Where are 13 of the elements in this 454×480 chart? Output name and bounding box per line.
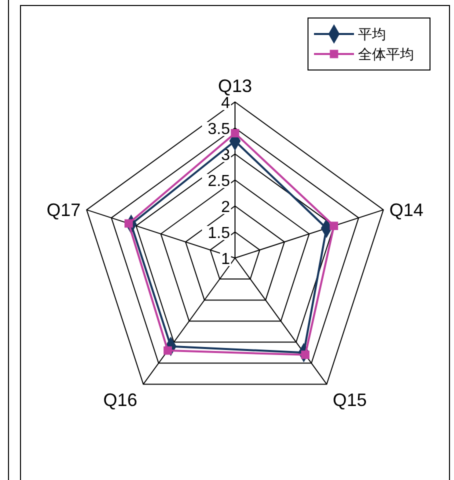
spoke-label: Q15 bbox=[332, 390, 367, 410]
y-tick-label: 1.5 bbox=[208, 225, 230, 242]
y-tick-label: 1 bbox=[221, 251, 230, 268]
y-tick-label: 2.5 bbox=[208, 173, 230, 190]
y-tick-label: 3.5 bbox=[208, 121, 230, 138]
y-tick-label: 4 bbox=[221, 95, 230, 112]
spoke-label: Q17 bbox=[46, 200, 81, 220]
legend-label: 平均 bbox=[358, 26, 386, 42]
spoke-label: Q14 bbox=[389, 200, 424, 220]
y-tick-label: 2 bbox=[221, 199, 230, 216]
spoke-label: Q16 bbox=[103, 390, 138, 410]
legend-label: 全体平均 bbox=[358, 46, 414, 62]
spoke-label: Q13 bbox=[218, 76, 252, 96]
